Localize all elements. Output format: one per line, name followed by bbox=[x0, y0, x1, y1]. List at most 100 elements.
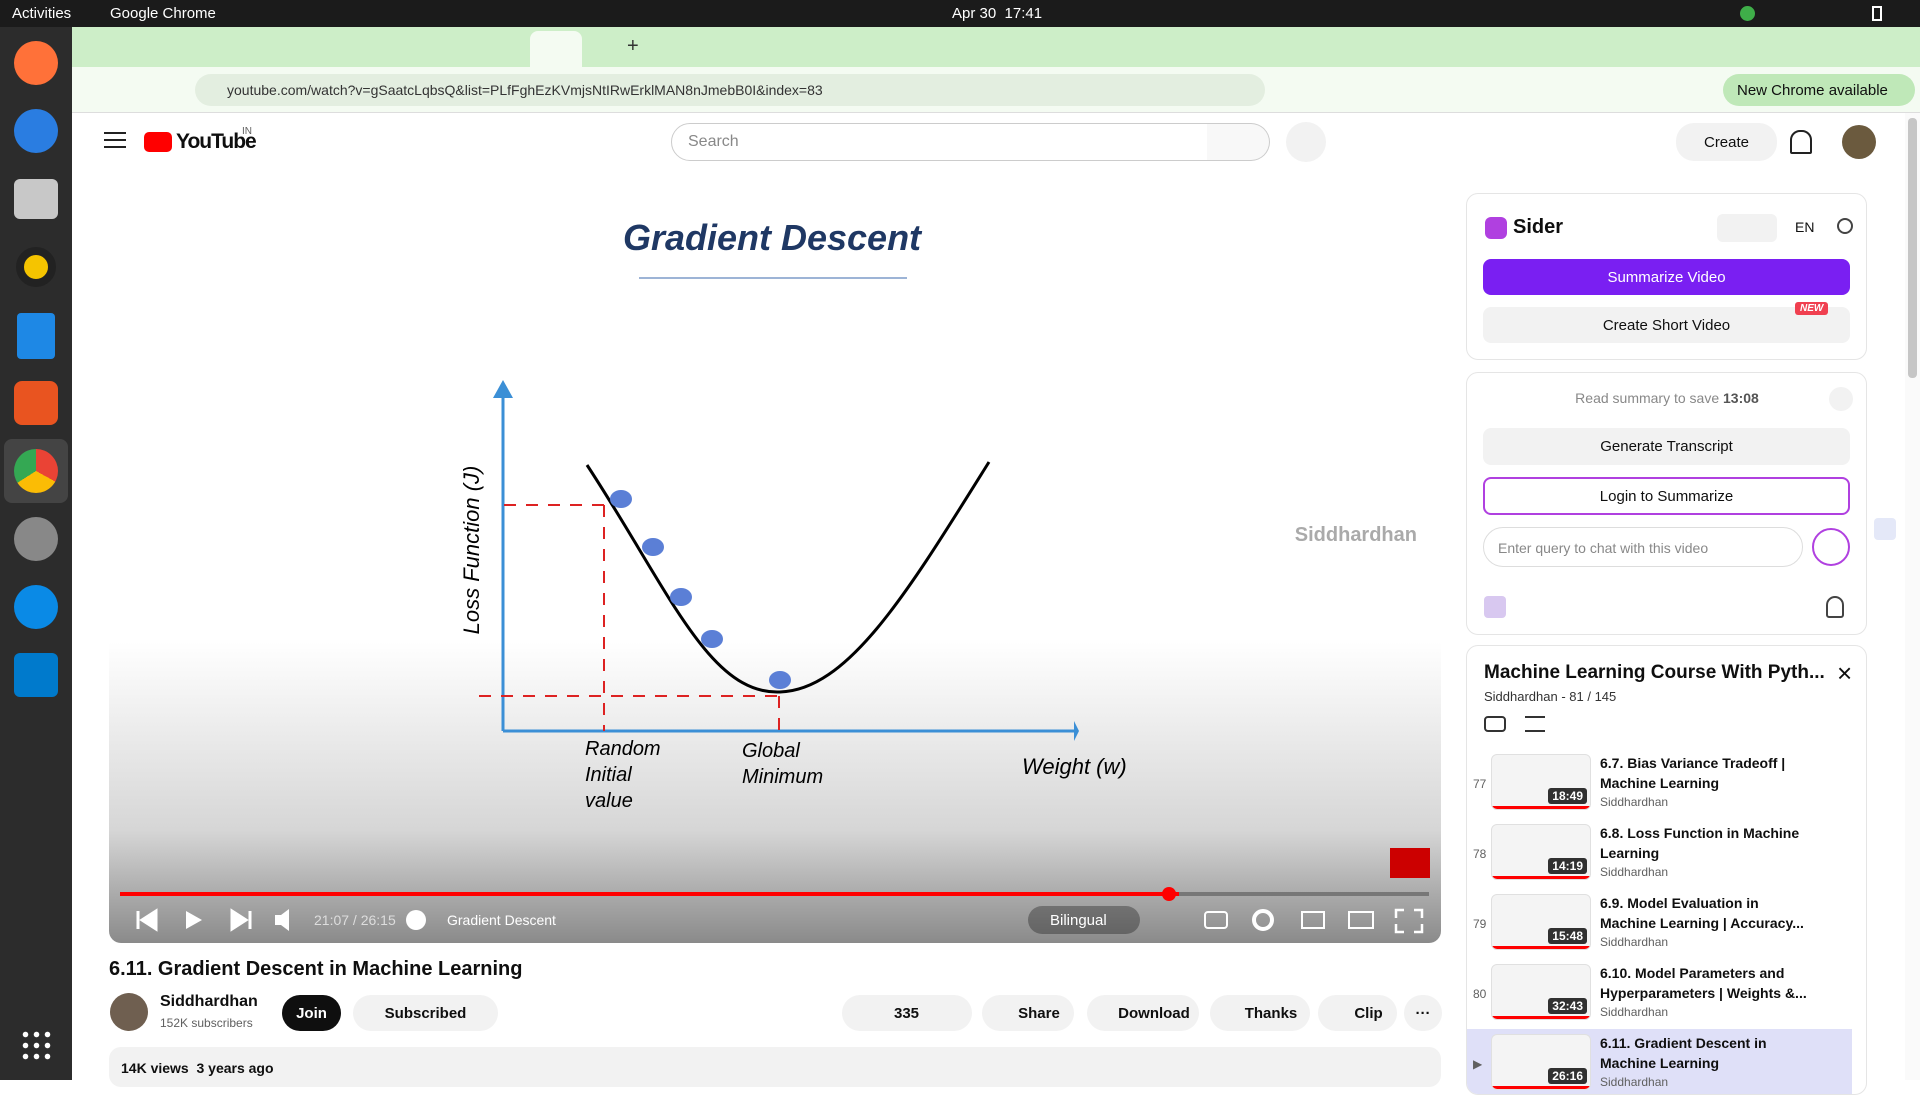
skype-icon[interactable] bbox=[14, 585, 58, 629]
url: youtube.com/watch?v=gSaatcLqbsQ&list=PLf… bbox=[227, 82, 823, 98]
files-icon[interactable] bbox=[14, 179, 58, 219]
subscribe-badge[interactable] bbox=[1390, 848, 1430, 878]
play-button[interactable] bbox=[186, 911, 202, 929]
query-input[interactable]: Enter query to chat with this video bbox=[1483, 527, 1803, 567]
search-box[interactable]: Search bbox=[671, 123, 1208, 161]
fullscreen-button[interactable] bbox=[1394, 908, 1424, 934]
app-menu[interactable]: Google Chrome bbox=[110, 5, 216, 22]
item-title: 6.8. Loss Function in Machine Learning bbox=[1600, 825, 1800, 861]
app-grid[interactable] bbox=[20, 1029, 52, 1061]
clip-label: Clip bbox=[1354, 1004, 1383, 1022]
settings-button[interactable] bbox=[1252, 909, 1274, 931]
video-player[interactable]: Gradient Descent Loss Function (J) Weigh… bbox=[109, 190, 1441, 943]
miniplayer-button[interactable] bbox=[1301, 911, 1325, 929]
captions-button[interactable] bbox=[1204, 911, 1228, 929]
more-actions[interactable]: ··· bbox=[1404, 995, 1442, 1031]
previous-button[interactable] bbox=[136, 908, 158, 932]
scrollbar[interactable] bbox=[1905, 113, 1920, 1080]
youtube-logo[interactable]: YouTube bbox=[176, 130, 257, 153]
watch-progress bbox=[1492, 946, 1590, 949]
transcript-label: Generate Transcript bbox=[1600, 438, 1733, 455]
share-button[interactable]: Share bbox=[982, 995, 1074, 1031]
youtube-logo-icon[interactable] bbox=[144, 132, 172, 152]
firefox-icon[interactable] bbox=[14, 41, 58, 85]
toolbar: youtube.com/watch?v=gSaatcLqbsQ&list=PLf… bbox=[72, 67, 1920, 113]
account-avatar[interactable] bbox=[1842, 125, 1876, 159]
active-tab[interactable] bbox=[530, 31, 582, 67]
software-icon[interactable] bbox=[14, 381, 58, 425]
playlist-title[interactable]: Machine Learning Course With Pyth... bbox=[1484, 662, 1825, 683]
sider-name: Sider bbox=[1513, 216, 1564, 238]
language[interactable]: EN bbox=[1795, 219, 1815, 235]
watch-progress bbox=[1492, 876, 1590, 879]
notifications[interactable] bbox=[1790, 130, 1812, 154]
menu-button[interactable] bbox=[104, 132, 126, 148]
sider-settings[interactable] bbox=[1837, 218, 1853, 234]
item-channel: Siddhardhan bbox=[1600, 1005, 1669, 1019]
loss-curve bbox=[585, 461, 991, 694]
item-index: 80 bbox=[1473, 987, 1487, 1001]
voice-search[interactable] bbox=[1286, 122, 1326, 162]
shuffle-button[interactable] bbox=[1525, 716, 1545, 732]
next-button[interactable] bbox=[230, 908, 252, 932]
item-title: 6.9. Model Evaluation in Machine Learnin… bbox=[1600, 895, 1804, 931]
status-icon[interactable] bbox=[1740, 6, 1755, 21]
like-dislike[interactable]: 335 bbox=[842, 995, 972, 1031]
chapter-icon[interactable] bbox=[406, 910, 426, 930]
channel-avatar[interactable] bbox=[110, 993, 148, 1031]
description-box[interactable]: 14K views 3 years ago bbox=[109, 1047, 1441, 1087]
login-button[interactable]: Login to Summarize bbox=[1483, 477, 1850, 515]
rhythmbox-icon[interactable] bbox=[16, 247, 56, 287]
playlist-item[interactable]: 79 15:48 6.9. Model Evaluation in Machine … bbox=[1467, 889, 1852, 959]
view-toggle[interactable] bbox=[1717, 214, 1777, 242]
update-button[interactable]: New Chrome available bbox=[1723, 74, 1915, 106]
activities[interactable]: Activities bbox=[12, 5, 72, 22]
subscribed-button[interactable]: Subscribed bbox=[353, 995, 498, 1031]
summarize-video-button[interactable]: Summarize Video bbox=[1483, 259, 1850, 295]
writer-icon[interactable] bbox=[17, 313, 55, 359]
item-duration: 32:43 bbox=[1548, 998, 1587, 1014]
chapter-title[interactable]: Gradient Descent bbox=[447, 912, 556, 928]
watch-progress bbox=[1492, 1016, 1590, 1019]
subscriber-count: 152K subscribers bbox=[160, 1016, 253, 1030]
playlist-item[interactable]: ▶ 26:16 6.11. Gradient Descent in Machine … bbox=[1467, 1029, 1852, 1094]
create-short-video-button[interactable]: Create Short Video bbox=[1483, 307, 1850, 343]
clip-button[interactable]: Clip bbox=[1318, 995, 1397, 1031]
profile-icon[interactable] bbox=[1826, 596, 1844, 618]
thanks-button[interactable]: Thanks bbox=[1210, 995, 1310, 1031]
item-channel: Siddhardhan bbox=[1600, 865, 1669, 879]
close-playlist[interactable]: × bbox=[1837, 658, 1853, 688]
search-button[interactable] bbox=[1207, 123, 1270, 161]
item-title: 6.10. Model Parameters and Hyperparamete… bbox=[1600, 965, 1807, 1001]
summary-card: Read summary to save 13:08 bbox=[1466, 372, 1867, 635]
playlist-item[interactable]: 77 18:49 6.7. Bias Variance Tradeoff | Mac… bbox=[1467, 749, 1852, 819]
collapse-button[interactable] bbox=[1829, 387, 1853, 411]
save-time: 13:08 bbox=[1723, 390, 1759, 406]
chrome-icon[interactable] bbox=[14, 449, 58, 493]
sider-bot-icon[interactable] bbox=[1484, 596, 1506, 618]
address-bar[interactable]: youtube.com/watch?v=gSaatcLqbsQ&list=PLf… bbox=[195, 74, 1265, 106]
thunderbird-icon[interactable] bbox=[14, 109, 58, 153]
generate-transcript-button[interactable]: Generate Transcript bbox=[1483, 428, 1850, 465]
sider-side-icon[interactable] bbox=[1874, 518, 1896, 540]
progress-played bbox=[120, 892, 1179, 896]
loop-button[interactable] bbox=[1484, 716, 1506, 732]
settings-icon[interactable] bbox=[14, 517, 58, 561]
vscode-icon[interactable] bbox=[14, 653, 58, 697]
clock[interactable]: Apr 30 17:41 bbox=[952, 5, 1043, 22]
playlist-item[interactable]: 80 32:43 6.10. Model Parameters and Hyperp… bbox=[1467, 959, 1852, 1029]
bilingual-toggle[interactable] bbox=[1028, 906, 1140, 934]
volume-button[interactable] bbox=[275, 909, 289, 931]
channel-name[interactable]: Siddhardhan bbox=[160, 993, 258, 1010]
playlist-item[interactable]: 78 14:19 6.8. Loss Function in Machine Lea… bbox=[1467, 819, 1852, 889]
battery[interactable] bbox=[1872, 6, 1882, 21]
join-button[interactable]: Join bbox=[282, 995, 341, 1031]
playlist-panel: Machine Learning Course With Pyth... Sid… bbox=[1466, 645, 1867, 1095]
progress-handle[interactable] bbox=[1162, 887, 1176, 901]
download-button[interactable]: Download bbox=[1087, 995, 1199, 1031]
dock bbox=[0, 27, 72, 1080]
new-tab[interactable]: + bbox=[627, 35, 639, 57]
create-button[interactable]: Create bbox=[1676, 123, 1777, 161]
send-button[interactable] bbox=[1812, 528, 1850, 566]
theater-button[interactable] bbox=[1348, 911, 1374, 929]
